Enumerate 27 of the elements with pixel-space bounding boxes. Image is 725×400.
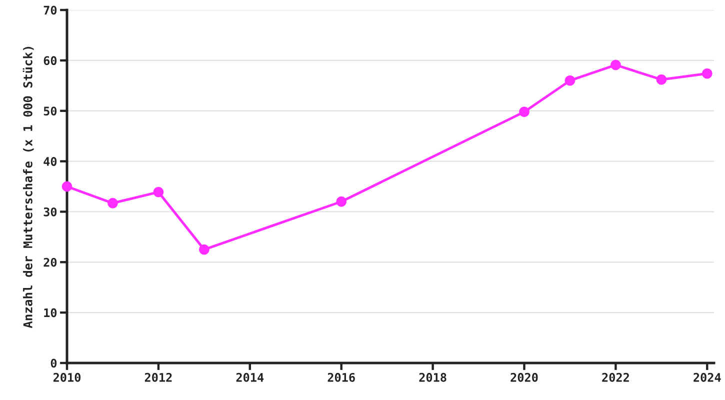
y-tick-label: 20 [44, 258, 57, 267]
x-tick-label: 2020 [510, 372, 538, 382]
point [656, 74, 667, 85]
y-tick-label: 0 [50, 358, 57, 368]
y-tick-label: 30 [44, 207, 57, 216]
point [702, 68, 712, 79]
y-tick-label: 60 [44, 56, 57, 66]
x-tick-label: 2016 [328, 372, 355, 382]
x-tick-label: 2018 [419, 372, 446, 382]
y-tick-label: 40 [44, 157, 57, 166]
point [108, 198, 118, 208]
x-tick-label: 2022 [602, 372, 629, 382]
point [336, 196, 347, 207]
y-axis-title: Anzahl der Mutterschafe (x 1 000 Stück) [22, 46, 34, 328]
point [62, 181, 72, 192]
y-tick-label: 50 [44, 106, 57, 116]
x-tick-label: 2012 [144, 372, 172, 382]
x-tick-label: 2024 [694, 372, 721, 382]
y-tick-label: 10 [44, 308, 57, 318]
x-tick-label: 2014 [236, 372, 264, 382]
y-tick-label: 70 [44, 6, 57, 15]
point [564, 75, 576, 86]
x-tick-label: 2010 [53, 372, 81, 382]
point [610, 60, 621, 70]
point [198, 244, 210, 255]
point [153, 186, 164, 198]
point [519, 106, 530, 118]
